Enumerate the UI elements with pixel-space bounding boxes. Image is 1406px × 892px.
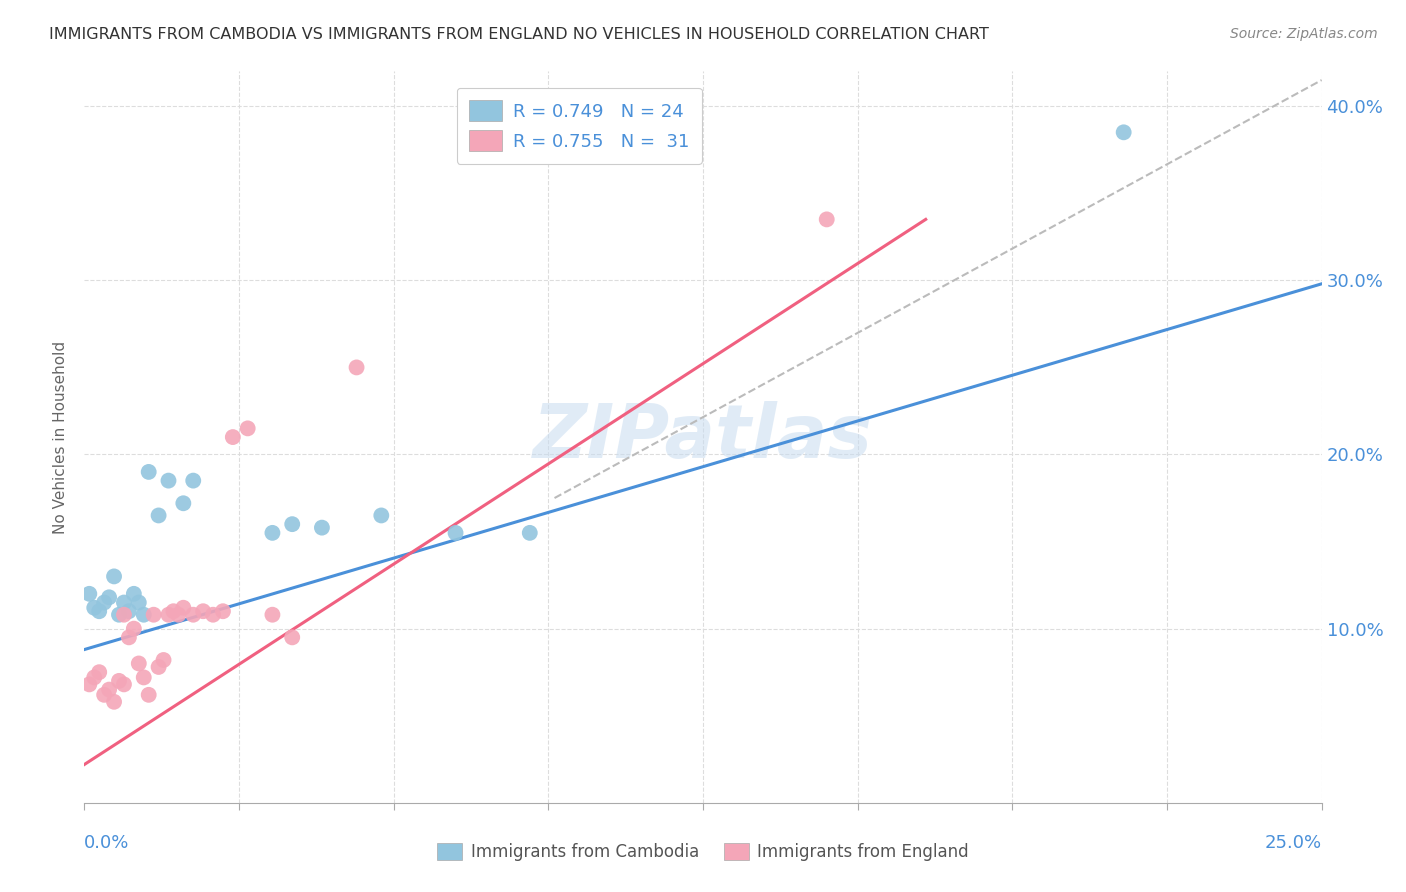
Point [311,521,333,535]
Point [79,587,101,601]
Point [236,421,259,435]
Point [202,607,225,622]
Point [112,607,135,622]
Point [152,653,174,667]
Point [103,695,125,709]
Point [122,622,145,636]
Point [103,569,125,583]
Point [172,496,194,510]
Point [79,677,101,691]
Point [118,631,141,645]
Point [89,665,111,680]
Text: Source: ZipAtlas.com: Source: ZipAtlas.com [1230,27,1378,41]
Y-axis label: No Vehicles in Household: No Vehicles in Household [53,341,69,533]
Text: IMMIGRANTS FROM CAMBODIA VS IMMIGRANTS FROM ENGLAND NO VEHICLES IN HOUSEHOLD COR: IMMIGRANTS FROM CAMBODIA VS IMMIGRANTS F… [49,27,988,42]
Point [172,600,194,615]
Point [138,465,160,479]
Point [281,631,304,645]
Point [167,607,190,622]
Point [262,525,284,540]
Point [83,600,105,615]
Text: 25.0%: 25.0% [1264,834,1322,852]
Point [191,604,214,618]
Point [212,604,235,618]
Point [83,670,105,684]
Point [108,607,131,622]
Point [157,474,180,488]
Point [128,595,150,609]
Point [89,604,111,618]
Point [262,607,284,622]
Point [444,525,467,540]
Text: 0.0%: 0.0% [84,834,129,852]
Legend: Immigrants from Cambodia, Immigrants from England: Immigrants from Cambodia, Immigrants fro… [430,836,976,868]
Text: ZIPatlas: ZIPatlas [533,401,873,474]
Point [281,517,304,532]
Point [132,607,155,622]
Point [93,595,115,609]
Point [222,430,245,444]
Point [181,607,204,622]
Point [815,212,838,227]
Point [181,474,204,488]
Point [128,657,150,671]
Point [370,508,392,523]
Point [142,607,165,622]
Point [98,591,121,605]
Point [93,688,115,702]
Point [122,587,145,601]
Point [98,682,121,697]
Point [519,525,541,540]
Point [162,604,184,618]
Point [118,604,141,618]
Point [148,508,170,523]
Point [132,670,155,684]
Point [112,595,135,609]
Point [346,360,368,375]
Point [157,607,180,622]
Point [108,673,131,688]
Point [148,660,170,674]
Point [138,688,160,702]
Point [1112,125,1135,139]
Point [112,677,135,691]
